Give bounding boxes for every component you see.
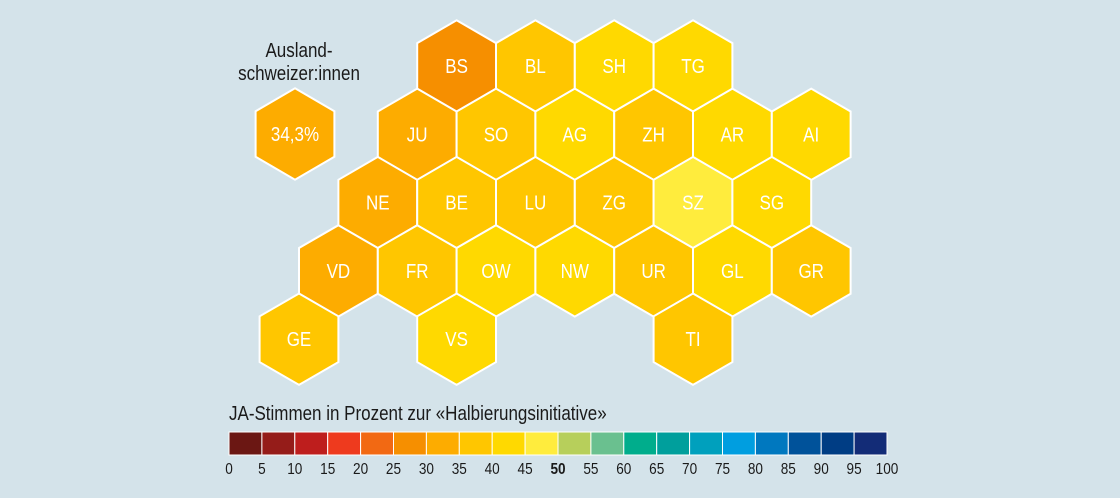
- legend-swatch: [524, 431, 559, 456]
- legend-swatch: [491, 431, 526, 456]
- canton-label: LU: [525, 191, 547, 214]
- canton-label: SO: [484, 123, 509, 146]
- canton-sz: SZ: [652, 155, 734, 250]
- canton-vs: VS: [416, 292, 497, 387]
- legend-tick-label: 75: [715, 461, 730, 478]
- legend-tick-label: 50: [550, 461, 565, 478]
- legend-tick-label: 80: [748, 461, 763, 478]
- legend-tick-label: 90: [814, 461, 829, 478]
- legend-tick-label: 35: [452, 461, 467, 478]
- canton-label: VS: [445, 328, 468, 351]
- canton-label: NW: [561, 260, 590, 283]
- canton-zg: ZG: [573, 155, 655, 250]
- canton-label: NE: [366, 191, 390, 214]
- legend-tick-label: 45: [518, 461, 533, 478]
- canton-sh: SH: [573, 19, 655, 113]
- canton-label: BS: [445, 55, 468, 78]
- legend-tick-label: 25: [386, 461, 401, 478]
- legend-swatch: [689, 431, 723, 456]
- legend-tick-label: 95: [847, 461, 862, 478]
- canton-label: GR: [798, 260, 823, 283]
- legend-swatch: [557, 431, 592, 456]
- canton-ow: OW: [455, 224, 537, 318]
- legend-tick-label: 30: [419, 461, 434, 478]
- legend-swatch: [820, 431, 855, 456]
- abroad-label-line2: schweizer:innen: [238, 62, 360, 85]
- legend-swatch: [458, 431, 493, 456]
- canton-gr: GR: [770, 224, 852, 318]
- legend-swatch: [787, 431, 822, 456]
- legend-tick-label: 60: [616, 461, 631, 478]
- canton-hex: [416, 292, 497, 387]
- canton-label: ZH: [642, 123, 665, 146]
- legend-swatch: [261, 431, 296, 456]
- canton-hexes: BS BL SH TG JU SO AG ZH AR AI NE BE LU ZG SZ SG VD FR OW NW…: [258, 19, 852, 387]
- canton-label: TI: [685, 328, 700, 351]
- legend-swatch: [853, 431, 888, 456]
- legend-swatch: [360, 431, 395, 456]
- legend-tick-label: 10: [287, 461, 302, 478]
- canton-label: BE: [445, 191, 468, 214]
- canton-hex: [770, 224, 852, 318]
- legend-swatch: [327, 431, 362, 456]
- legend-swatch: [294, 431, 329, 456]
- canton-fr: FR: [376, 224, 458, 318]
- canton-label: BL: [525, 55, 546, 78]
- canton-label: AR: [721, 123, 745, 146]
- canton-hex: [652, 292, 734, 387]
- legend-tick-label: 15: [320, 461, 335, 478]
- canton-label: AG: [563, 123, 588, 146]
- canton-label: AI: [803, 123, 819, 146]
- canton-label: SZ: [682, 191, 704, 214]
- canton-label: OW: [481, 260, 511, 283]
- canton-label: JU: [407, 123, 428, 146]
- abroad-value: 34,3%: [271, 123, 319, 146]
- legend-tick-label: 0: [225, 461, 233, 478]
- abroad-group: Ausland- schweizer:innen 34,3%: [238, 39, 360, 181]
- canton-label: TG: [681, 55, 705, 78]
- legend-swatch: [425, 431, 460, 456]
- canton-so: SO: [455, 87, 537, 182]
- abroad-label-line1: Ausland-: [265, 39, 332, 62]
- canton-hex: [258, 292, 340, 387]
- legend-tick-label: 5: [258, 461, 266, 478]
- legend-tick-label: 70: [682, 461, 697, 478]
- canton-sg: SG: [731, 155, 813, 250]
- legend-swatch: [754, 431, 789, 456]
- legend-tick-label: 65: [649, 461, 664, 478]
- canton-label: GL: [721, 260, 744, 283]
- canton-ti: TI: [652, 292, 734, 387]
- legend-swatch: [228, 431, 263, 456]
- legend-tick-label: 20: [353, 461, 368, 478]
- canton-label: VD: [327, 260, 351, 283]
- canton-label: GE: [287, 328, 312, 351]
- canton-label: ZG: [602, 191, 626, 214]
- legend-swatch: [656, 431, 691, 456]
- canton-label: FR: [406, 260, 429, 283]
- legend-title: JA-Stimmen in Prozent zur «Halbierungsin…: [229, 402, 607, 425]
- canton-label: SG: [760, 191, 785, 214]
- legend-swatch: [623, 431, 658, 456]
- canton-label: UR: [641, 260, 666, 283]
- abroad-hex: [254, 87, 336, 181]
- canton-ge: GE: [258, 292, 340, 387]
- legend-tick-label: 100: [876, 461, 899, 478]
- legend-swatch: [722, 431, 756, 456]
- canton-tg: TG: [652, 19, 734, 113]
- legend-swatch: [590, 431, 625, 456]
- legend-tick-label: 40: [485, 461, 500, 478]
- canton-ag: AG: [534, 87, 616, 182]
- legend-tick-label: 55: [583, 461, 598, 478]
- legend-tick-label: 85: [781, 461, 796, 478]
- canton-label: SH: [602, 55, 626, 78]
- color-legend: 0 5 10 15 20 25 30 35 40 45 50 55 60 65 70 75 80 85 90 95 10…: [225, 431, 899, 478]
- legend-swatch: [393, 431, 427, 456]
